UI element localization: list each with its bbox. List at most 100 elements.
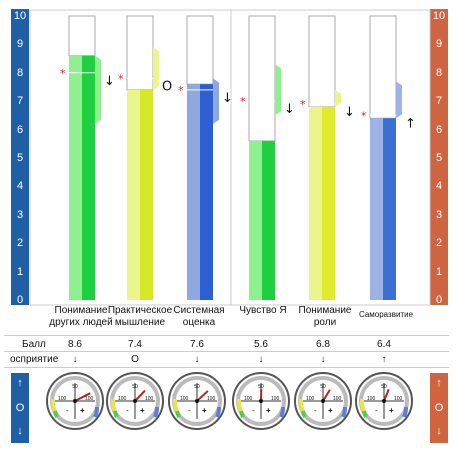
gauge-dial: 50 100 100 - + [294,372,352,430]
gauge-minus: - [375,406,378,415]
marker-star: * [118,72,124,85]
scale-tick-label: 3 [16,208,24,221]
bar-top-box [308,15,336,108]
gauge-band-yellow [236,398,243,412]
column-label-system-assessment: Системная оценка [173,305,225,328]
gauge-band-green [301,410,307,418]
gauge-hub [321,399,325,403]
marker-star: * [300,98,306,111]
column-label-understanding-others: Понимание других людей [49,305,113,328]
competency-bar-chart: *↓ *O *↓ *↓ *↓ *↑ [29,9,431,306]
divider-line [4,335,449,336]
score-row-label: Балл [22,339,46,350]
gauge-band-yellow [172,398,179,412]
bar-dark [200,84,213,300]
bar-dark [262,140,275,300]
range-indicator [213,78,219,124]
gauge-band-green [175,410,181,418]
bar-light [187,84,200,300]
bar-perception-symbol: ↓ [344,105,355,120]
gauge-label-left: 100 [118,396,127,402]
bar-top-box [369,15,397,119]
circle-icon: O [15,402,25,414]
gauge-dial: 50 100 100 - + [232,372,290,430]
scale-tick-label: 9 [435,38,443,51]
scale-tick-label: 10 [13,10,27,22]
gauge-hub [382,399,386,403]
scale-tick-label: 5 [16,152,24,164]
range-indicator [275,64,281,116]
scale-tick-label: 6 [16,123,24,136]
gauge-minus: - [66,406,69,415]
scale-tick-label: 10 [432,10,446,22]
scale-tick-label: 9 [16,38,24,51]
gauge-band-yellow [359,398,366,412]
bar-light [69,55,82,301]
bar-dark [322,106,335,300]
perception-symbol: ↓ [258,354,264,365]
gauge-dial: 50 100 100 - + [46,372,104,430]
range-indicator [396,81,402,119]
right-legend-bar: ↑ O ↓ [430,373,448,443]
down-arrow-icon: ↓ [17,425,23,437]
scale-tick-label: 0 [435,294,443,306]
gauge-hub [133,399,137,403]
gauge-label-left: 100 [180,396,189,402]
gauge-needle [74,392,91,402]
gauge-plus: + [140,406,145,415]
scale-tick-label: 1 [435,265,443,278]
gauge-plus: + [389,406,394,415]
marker-star: * [361,109,367,122]
perception-symbol: ↓ [194,354,200,365]
bar-top-box [68,15,96,57]
score-value: 6.8 [316,339,330,350]
gauge-band-blue [93,406,99,418]
perception-symbol: ↑ [381,354,387,365]
perception-symbol: ↓ [72,354,78,365]
gauge-label-left: 100 [306,396,315,402]
gauge-label-top: 50 [381,384,387,390]
gauge-band-green [362,410,368,418]
chart-frame [29,9,431,306]
gauge-band-blue [215,406,221,418]
bar-top-box [248,15,276,142]
right-scale-bar: 0 1 2 3 4 5 6 7 8 9 10 [430,9,448,306]
gauge-band-blue [341,406,347,418]
gauge-minus: - [188,406,191,415]
circle-icon: O [434,402,444,414]
gauge-band-blue [402,406,408,418]
score-value: 7.4 [128,339,142,350]
gauge-hub [73,399,77,403]
gauge-band-green [113,410,119,418]
divider-line [4,367,449,368]
bar-top-box [186,15,214,85]
bar-light [249,140,262,300]
scale-tick-label: 8 [435,66,443,79]
bar-perception-symbol: O [162,79,172,94]
gauge-label-right: 100 [145,396,154,402]
marker-star: * [178,84,184,97]
bar-dark [140,89,153,300]
gauge-dial: 50 100 100 - + [355,372,413,430]
gauge-minus: - [252,406,255,415]
range-indicator [153,47,159,90]
scale-tick-label: 0 [16,294,24,306]
perception-symbol: ↓ [320,354,326,365]
bar-light [309,106,322,300]
gauge-label-right: 100 [207,396,216,402]
score-value: 5.6 [254,339,268,350]
gauge-band-blue [153,406,159,418]
gauge-band-yellow [50,398,57,412]
column-label-self-development: Саморазвитие [358,310,414,319]
marker-star: * [240,95,246,108]
bar-dark [82,55,95,301]
scale-tick-label: 4 [435,180,443,193]
divider-line [4,351,449,352]
gauge-label-left: 100 [244,396,253,402]
score-value: 6.4 [377,339,391,350]
gauge-dial: 50 100 100 - + [106,372,164,430]
gauge-label-top: 50 [320,384,326,390]
up-arrow-icon: ↑ [17,377,23,389]
gauge-plus: + [266,406,271,415]
column-label-sense-of-self: Чувство Я [239,305,287,316]
